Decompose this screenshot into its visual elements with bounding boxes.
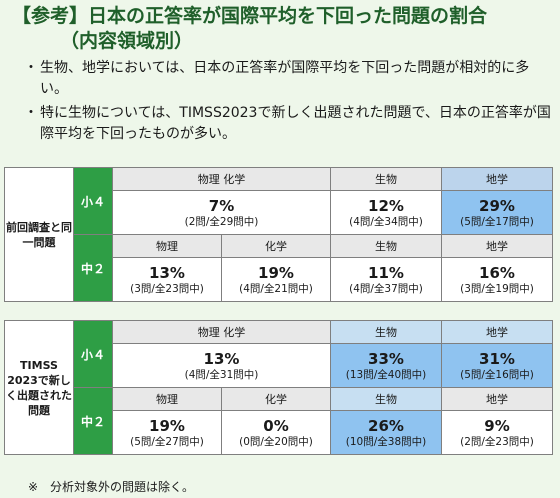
row-label: 前回調査と同一問題 [4, 167, 74, 302]
cell-percent: 26% [368, 416, 404, 435]
column-header: 物理 化学 [112, 167, 331, 191]
column-header: 生物 [330, 167, 442, 191]
table-cell: 11% (4問/全37問中) [330, 257, 442, 302]
cell-percent: 19% [149, 416, 185, 435]
bullet-item: 特に生物については、TIMSS2023で新しく出題された問題で、日本の正答率が国… [24, 103, 553, 145]
column-header: 化学 [221, 234, 331, 258]
cell-count: (10問/全38問中) [345, 435, 427, 448]
cell-percent: 12% [368, 196, 404, 215]
level-label: 中２ [73, 387, 113, 455]
cell-count: (2問/全23問中) [460, 435, 534, 448]
column-header: 地学 [441, 320, 553, 344]
table-cell: 0% (0問/全20問中) [221, 410, 331, 455]
title-line2: （内容領域別） [60, 30, 194, 52]
column-header: 生物 [330, 387, 442, 411]
table-cell: 9% (2問/全23問中) [441, 410, 553, 455]
row-label: TIMSS 2023で新しく出題された問題 [4, 320, 74, 455]
level-label: 中２ [73, 234, 113, 302]
cell-percent: 31% [479, 349, 515, 368]
cell-count: (5問/全17問中) [460, 215, 534, 228]
page-title: 【参考】日本の正答率が国際平均を下回った問題の割合 （内容領域別） [12, 4, 552, 54]
cell-percent: 9% [484, 416, 510, 435]
column-header: 物理 化学 [112, 320, 331, 344]
table-cell-highlight: 29% (5問/全17問中) [441, 190, 553, 235]
cell-count: (4問/全31問中) [184, 368, 259, 381]
table-cell: 19% (4問/全21問中) [221, 257, 331, 302]
column-header: 生物 [330, 320, 442, 344]
column-header: 地学 [441, 234, 553, 258]
cell-percent: 19% [258, 263, 294, 282]
cell-percent: 16% [479, 263, 515, 282]
table-cell: 12% (4問/全34問中) [330, 190, 442, 235]
table-cell: 19% (5問/全27問中) [112, 410, 222, 455]
cell-count: (0問/全20問中) [239, 435, 313, 448]
table-cell: 13% (3問/全23問中) [112, 257, 222, 302]
cell-percent: 7% [208, 196, 235, 215]
cell-count: (13問/全40問中) [345, 368, 427, 381]
column-header: 物理 [112, 387, 222, 411]
bullet-list: 生物、地学においては、日本の正答率が国際平均を下回った問題が相対的に多い。 特に… [24, 58, 553, 148]
cell-count: (3問/全19問中) [460, 282, 534, 295]
cell-percent: 0% [263, 416, 289, 435]
cell-percent: 13% [203, 349, 240, 368]
cell-percent: 11% [368, 263, 404, 282]
level-label: 小４ [73, 320, 113, 388]
cell-count: (2問/全29問中) [184, 215, 259, 228]
level-label: 小４ [73, 167, 113, 235]
cell-count: (5問/全27問中) [130, 435, 204, 448]
cell-percent: 29% [479, 196, 515, 215]
table-cell: 13% (4問/全31問中) [112, 343, 331, 388]
column-header: 生物 [330, 234, 442, 258]
table-cell: 16% (3問/全19問中) [441, 257, 553, 302]
table-cell-highlight: 31% (5問/全16問中) [441, 343, 553, 388]
column-header: 化学 [221, 387, 331, 411]
column-header: 地学 [441, 387, 553, 411]
column-header: 物理 [112, 234, 222, 258]
table-same-items: 前回調査と同一問題 小４ 物理 化学 生物 地学 7% (2問/全29問中) 1… [4, 167, 553, 302]
footnote: ※ 分析対象外の問題は除く。 [28, 480, 195, 494]
table-cell-highlight: 33% (13問/全40問中) [330, 343, 442, 388]
cell-count: (4問/全34問中) [349, 215, 423, 228]
column-header: 地学 [441, 167, 553, 191]
cell-percent: 33% [368, 349, 404, 368]
table-new-items: TIMSS 2023で新しく出題された問題 小４ 物理 化学 生物 地学 13%… [4, 320, 553, 455]
cell-count: (3問/全23問中) [130, 282, 204, 295]
table-cell-highlight: 26% (10問/全38問中) [330, 410, 442, 455]
cell-count: (5問/全16問中) [460, 368, 534, 381]
cell-percent: 13% [149, 263, 185, 282]
table-cell: 7% (2問/全29問中) [112, 190, 331, 235]
bullet-item: 生物、地学においては、日本の正答率が国際平均を下回った問題が相対的に多い。 [24, 58, 553, 100]
cell-count: (4問/全37問中) [349, 282, 423, 295]
title-line1: 【参考】日本の正答率が国際平均を下回った問題の割合 [12, 5, 488, 27]
cell-count: (4問/全21問中) [239, 282, 313, 295]
